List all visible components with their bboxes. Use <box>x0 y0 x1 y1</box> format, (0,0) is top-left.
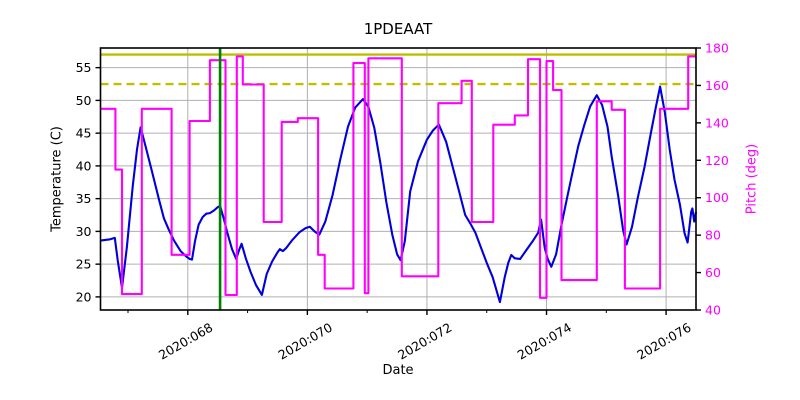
x-tick-label: 2020:068 <box>156 320 215 363</box>
y-axis-right-label: Pitch (deg) <box>744 143 760 215</box>
y-axis-left-label: Temperature (C) <box>49 126 65 232</box>
y-right-tick-label: 60 <box>705 265 721 280</box>
y-right-tick-label: 40 <box>705 303 721 318</box>
y-left-tick-label: 45 <box>76 126 92 141</box>
temperature-series-line <box>100 85 698 304</box>
x-tick-label: 2020:070 <box>276 320 335 363</box>
x-tick-label: 2020:072 <box>395 320 454 363</box>
y-left-tick-label: 40 <box>76 158 92 173</box>
y-right-tick-label: 160 <box>705 78 729 93</box>
x-tick-label: 2020:074 <box>515 320 574 363</box>
y-right-tick-label: 140 <box>705 115 729 130</box>
pitch-series-line <box>100 55 696 299</box>
plot-border <box>99 47 697 311</box>
y-right-tick-label: 100 <box>705 190 729 205</box>
y-left-tick-label: 20 <box>76 289 92 304</box>
chart-title: 1PDEAAT <box>363 20 433 38</box>
y-left-tick-label: 50 <box>76 93 92 108</box>
y-left-tick-label: 55 <box>76 60 92 75</box>
x-tick-label: 2020:076 <box>634 320 693 363</box>
x-axis-label: Date <box>382 363 414 378</box>
y-right-tick-label: 80 <box>705 228 721 243</box>
y-right-tick-label: 120 <box>705 153 729 168</box>
y-left-tick-label: 25 <box>76 257 92 272</box>
y-left-tick-label: 35 <box>76 191 92 206</box>
y-left-tick-label: 30 <box>76 224 92 239</box>
y-right-tick-label: 180 <box>705 41 729 56</box>
